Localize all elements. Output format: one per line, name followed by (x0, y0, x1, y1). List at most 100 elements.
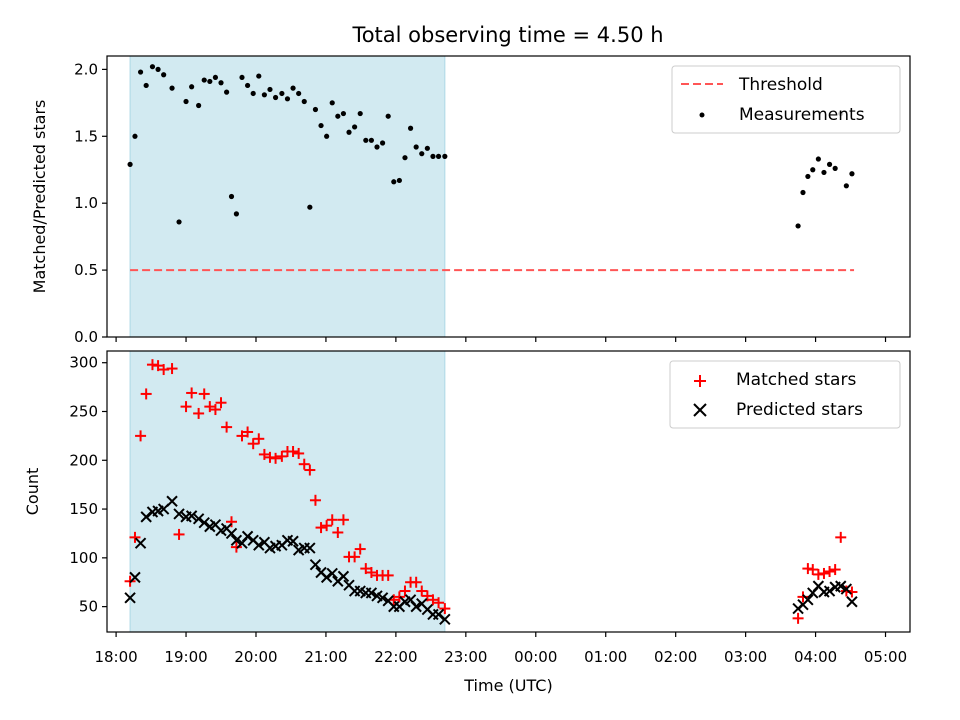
measurement-point (301, 98, 307, 105)
measurement-point (176, 219, 182, 225)
matched-star-point (326, 514, 338, 526)
measurement-point (430, 153, 436, 159)
matched-star-point (230, 541, 242, 553)
matched-star-point (399, 585, 411, 597)
measurement-point (795, 223, 801, 229)
ratio-panel: 0.00.51.01.52.0 Matched/Predicted stars … (30, 55, 911, 346)
matched-star-point (416, 585, 428, 597)
measurement-point (849, 171, 855, 177)
measurement-point (385, 113, 391, 119)
measurement-point (821, 169, 827, 176)
measurement-point (424, 145, 430, 151)
measurement-point (312, 106, 319, 113)
x-tick-label: 18:00 (94, 648, 137, 666)
measurement-point (324, 133, 330, 139)
matched-star-point (421, 590, 433, 602)
matched-star-point (173, 528, 185, 540)
y-tick-label: 150 (69, 500, 98, 518)
predicted-star-point (337, 570, 350, 583)
predicted-star-point (846, 596, 858, 608)
measurement-point (363, 137, 369, 143)
matched-star-point (797, 591, 809, 603)
matched-star-point (818, 567, 830, 579)
x-tick-label: 05:00 (864, 648, 907, 666)
measurement-point (137, 69, 144, 75)
measurement-point (279, 90, 285, 97)
matched-star-point (247, 438, 259, 450)
x-tick-label: 03:00 (724, 648, 767, 666)
matched-star-point (427, 594, 439, 606)
measurement-point (224, 89, 230, 95)
matched-star-point (829, 564, 841, 576)
y-tick-label: 0.0 (74, 328, 98, 346)
measurement-point (832, 165, 838, 171)
predicted-star-point (198, 517, 210, 529)
predicted-star-point (835, 580, 847, 592)
matched-star-point (253, 433, 265, 445)
count-legend: Matched stars Predicted stars (669, 360, 901, 429)
x-tick-label: 23:00 (444, 648, 487, 666)
measurement-point (149, 64, 156, 70)
predicted-star-point (439, 613, 451, 626)
measurement-point (391, 179, 397, 185)
measurement-point (352, 124, 358, 130)
matched-star-point (140, 388, 152, 400)
x-tick-label: 02:00 (654, 648, 697, 666)
measurement-point (335, 113, 341, 119)
predicted-star-point (230, 534, 243, 546)
measurement-point (189, 84, 195, 90)
measurement-point (413, 144, 419, 150)
y-tick-label: 250 (69, 402, 98, 420)
predicted-stars-series (124, 495, 858, 626)
time-x-ticks: 18:00 19:00 20:00 21:00 22:00 23:00 00:00 01:00… (94, 632, 907, 666)
predicted-star-point (432, 608, 445, 621)
measurement-point (132, 133, 138, 139)
measurements-legend-label: Measurements (739, 105, 865, 125)
x-tick-label: 04:00 (794, 648, 837, 666)
y-tick-label: 300 (69, 354, 98, 372)
matched-legend-label: Matched stars (736, 370, 856, 390)
matched-star-point (242, 426, 254, 438)
measurement-point (218, 80, 224, 86)
measurement-point (169, 85, 175, 91)
matched-star-point (198, 388, 210, 400)
matched-star-point (166, 363, 178, 375)
predicted-star-point (840, 583, 853, 595)
predicted-star-point (823, 585, 836, 597)
measurement-point (284, 96, 291, 102)
matched-star-point (439, 603, 451, 615)
x-tick-label: 01:00 (584, 648, 627, 666)
measurement-point (212, 74, 219, 81)
count-axes-frame (106, 350, 911, 633)
measurement-point (800, 189, 806, 196)
predicted-star-point (124, 592, 136, 604)
matched-star-point (321, 520, 333, 532)
matched-star-point (824, 566, 836, 578)
measurement-point (805, 173, 811, 180)
matched-star-point (807, 564, 819, 576)
measurement-point (296, 90, 302, 97)
matched-star-point (393, 591, 405, 603)
predicted-star-point (365, 587, 378, 599)
matched-star-point (360, 563, 372, 575)
x-axis-label: Time (UTC) (463, 676, 552, 695)
count-panel: 50 100 150 200 250 300 18:00 19:00 20:00 21:00 22… (23, 350, 911, 695)
measurement-point (815, 156, 821, 162)
measurement-point (307, 204, 313, 210)
matched-stars-series (124, 359, 858, 624)
matched-star-point (276, 450, 288, 462)
measurement-point (374, 144, 380, 150)
measurement-point (379, 140, 386, 146)
matched-legend-swatch (694, 375, 706, 387)
x-tick-label: 20:00 (234, 648, 277, 666)
measurement-point (244, 82, 251, 89)
x-tick-label: 22:00 (374, 648, 417, 666)
matched-star-point (309, 494, 321, 506)
ratio-legend: Threshold Measurements (671, 65, 901, 134)
measurement-point (272, 94, 279, 101)
measurement-point (250, 90, 256, 97)
measurement-point (435, 153, 442, 159)
predicted-star-point (225, 527, 238, 540)
measurement-point (290, 85, 296, 91)
matched-star-point (382, 569, 394, 581)
